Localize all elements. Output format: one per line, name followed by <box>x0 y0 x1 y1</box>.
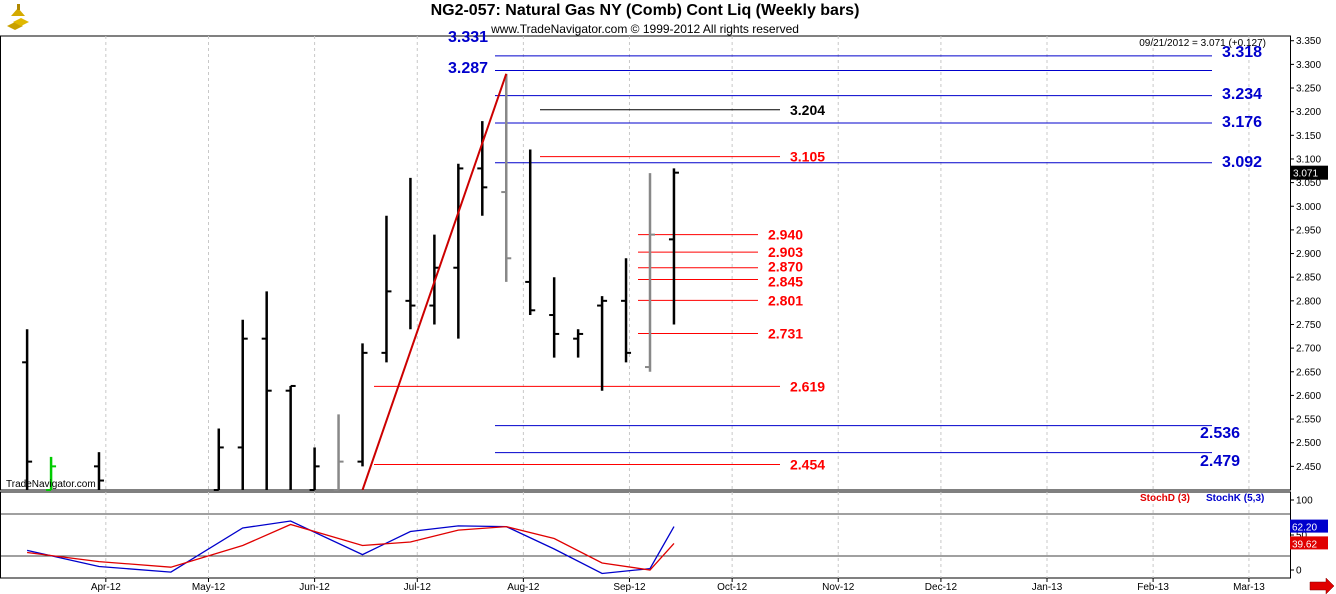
osc-last-value-box <box>1290 536 1328 550</box>
gold-bars-icon-graphic <box>7 4 29 30</box>
y-tick-label: 2.950 <box>1296 225 1321 236</box>
trend-line <box>361 73 508 491</box>
y-tick-label: 2.500 <box>1296 438 1321 449</box>
y-tick-label: 3.250 <box>1296 84 1321 95</box>
y-tick-label: 2.600 <box>1296 391 1321 402</box>
copyright-text: www.TradeNavigator.com © 1999-2012 All r… <box>491 22 799 36</box>
osc-y-tick-label: 0 <box>1296 566 1302 577</box>
red-level-label: 2.454 <box>790 456 825 472</box>
osc-y-tick-label: 50 <box>1296 531 1308 542</box>
chart-title: NG2-057: Natural Gas NY (Comb) Cont Liq … <box>430 2 860 19</box>
y-tick-label: 2.550 <box>1296 415 1321 426</box>
y-tick-label: 3.050 <box>1296 178 1321 189</box>
blue-level-label: 3.318 <box>1222 44 1262 61</box>
x-tick-label: Mar-13 <box>1233 582 1265 593</box>
blue-level-label: 2.479 <box>1200 453 1240 470</box>
y-tick-label: 3.200 <box>1296 107 1321 118</box>
blue-level-label: 3.176 <box>1222 114 1262 131</box>
blue-level-label: 3.234 <box>1222 86 1262 103</box>
gold-bars-icon <box>4 2 32 30</box>
osc-series-line <box>27 523 675 571</box>
y-tick-label: 2.700 <box>1296 344 1321 355</box>
blue-level-label: 3.092 <box>1222 154 1262 171</box>
x-tick-label: Feb-13 <box>1137 582 1169 593</box>
y-tick-label: 2.650 <box>1296 367 1321 378</box>
osc-y-tick-label: 100 <box>1296 496 1313 507</box>
y-tick-label: 2.900 <box>1296 249 1321 260</box>
legend-stochd: StochD (3) <box>1140 493 1190 504</box>
last-price-box <box>1290 165 1328 180</box>
y-tick-label: 3.350 <box>1296 36 1321 47</box>
x-tick-label: Aug-12 <box>507 582 540 593</box>
x-tick-label: Jan-13 <box>1032 582 1063 593</box>
osc-last-value-label: 62.20 <box>1292 523 1317 534</box>
x-tick-label: Dec-12 <box>925 582 958 593</box>
price-panel-frame <box>0 35 1291 491</box>
level-label-top-partial: 3.331 <box>448 29 488 46</box>
y-tick-label: 2.850 <box>1296 273 1321 284</box>
watermark-text: TradeNavigator.com <box>6 479 96 490</box>
x-tick-label: Jun-12 <box>299 582 330 593</box>
scroll-right-arrow-icon <box>1309 577 1335 594</box>
y-tick-label: 3.300 <box>1296 60 1321 71</box>
osc-last-value-box <box>1290 519 1328 533</box>
osc-series-line <box>26 520 675 575</box>
y-tick-label: 3.100 <box>1296 154 1321 165</box>
x-tick-label: Apr-12 <box>91 582 121 593</box>
red-level-label: 2.731 <box>768 325 803 341</box>
x-tick-label: May-12 <box>192 582 226 593</box>
y-tick-label: 2.750 <box>1296 320 1321 331</box>
x-tick-label: Oct-12 <box>717 582 747 593</box>
x-tick-label: Nov-12 <box>822 582 855 593</box>
y-tick-label: 2.450 <box>1296 462 1321 473</box>
blue-level-label: 3.287 <box>448 60 488 77</box>
legend-stochk: StochK (5,3) <box>1206 493 1264 504</box>
y-tick-label: 3.000 <box>1296 202 1321 213</box>
oscillator-panel-frame <box>0 491 1291 579</box>
y-tick-label: 2.800 <box>1296 296 1321 307</box>
x-tick-label: Jul-12 <box>404 582 432 593</box>
red-level-label: 2.903 <box>768 244 803 260</box>
red-level-label: 2.801 <box>768 292 803 308</box>
red-level-label: 2.870 <box>768 259 803 275</box>
red-level-label: 2.940 <box>768 227 803 243</box>
red-level-label: 3.105 <box>790 149 825 165</box>
x-tick-label: Sep-12 <box>613 582 646 593</box>
last-price-info: 09/21/2012 = 3.071 (+0.127) <box>1139 38 1266 49</box>
last-price-label: 3.071 <box>1293 169 1318 180</box>
blue-level-label: 2.536 <box>1200 425 1240 442</box>
red-level-label: 2.619 <box>790 378 825 394</box>
red-level-label: 3.204 <box>790 102 825 118</box>
red-level-label: 2.845 <box>768 274 803 290</box>
osc-last-value-label: 39.62 <box>1292 539 1317 550</box>
y-tick-label: 3.150 <box>1296 131 1321 142</box>
